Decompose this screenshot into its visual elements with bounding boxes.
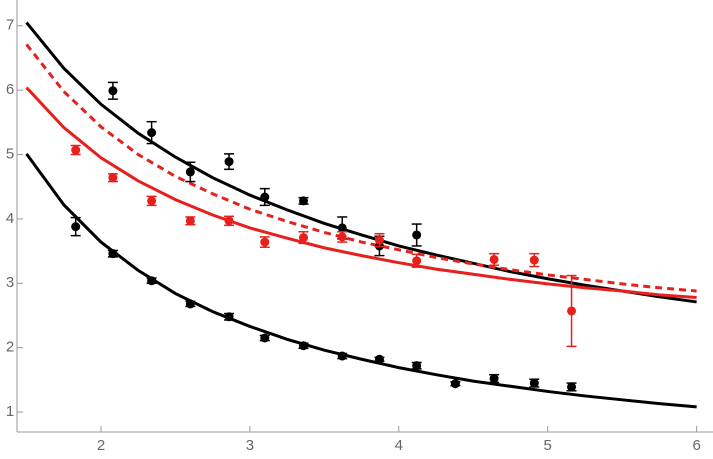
data-point bbox=[412, 256, 422, 266]
data-point bbox=[185, 167, 195, 177]
y-tick-label: 3 bbox=[6, 274, 14, 291]
data-point bbox=[147, 128, 157, 138]
data-point bbox=[299, 196, 309, 206]
data-point bbox=[147, 276, 157, 286]
x-tick-label: 2 bbox=[97, 437, 105, 454]
x-tick-label: 6 bbox=[692, 437, 700, 454]
data-point bbox=[224, 312, 234, 322]
data-point bbox=[185, 299, 195, 309]
data-point bbox=[299, 341, 309, 351]
fit-curve bbox=[25, 152, 697, 409]
data-point bbox=[529, 378, 539, 388]
data-point bbox=[71, 222, 81, 232]
data-point bbox=[489, 374, 499, 384]
y-tick-label: 1 bbox=[6, 403, 14, 420]
data-point bbox=[374, 354, 384, 364]
y-tick-label: 7 bbox=[6, 17, 14, 34]
data-point bbox=[412, 230, 422, 240]
data-point bbox=[71, 145, 81, 155]
y-tick-label: 6 bbox=[6, 81, 14, 98]
data-point bbox=[224, 216, 234, 226]
data-point bbox=[337, 351, 347, 361]
fit-curve bbox=[25, 43, 697, 293]
x-tick-label: 4 bbox=[395, 437, 403, 454]
data-point bbox=[299, 233, 309, 243]
data-point bbox=[450, 379, 460, 389]
data-point bbox=[412, 361, 422, 371]
y-tick-label: 2 bbox=[6, 339, 14, 356]
data-point bbox=[260, 192, 270, 202]
y-tick-label: 5 bbox=[6, 145, 14, 162]
data-point bbox=[260, 237, 270, 247]
data-point bbox=[374, 235, 384, 245]
data-point bbox=[147, 196, 157, 206]
fit-curve bbox=[25, 21, 697, 304]
data-point bbox=[108, 86, 118, 96]
y-tick-label: 4 bbox=[6, 210, 14, 227]
data-point bbox=[567, 306, 577, 316]
x-tick-label: 3 bbox=[246, 437, 254, 454]
data-point bbox=[529, 255, 539, 265]
x-tick-label: 5 bbox=[544, 437, 552, 454]
data-point bbox=[260, 333, 270, 343]
fit-curve bbox=[25, 86, 697, 299]
data-point bbox=[489, 254, 499, 264]
data-point bbox=[224, 157, 234, 167]
data-point bbox=[567, 382, 577, 392]
data-point bbox=[108, 173, 118, 183]
data-point bbox=[108, 249, 118, 259]
data-point bbox=[337, 223, 347, 233]
data-point bbox=[337, 232, 347, 242]
data-point bbox=[185, 216, 195, 226]
